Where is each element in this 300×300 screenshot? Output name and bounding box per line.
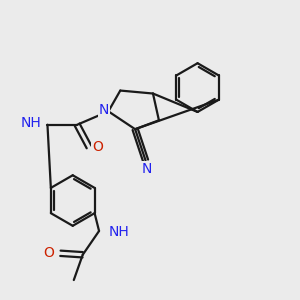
Text: O: O	[92, 140, 103, 154]
Text: N: N	[99, 103, 109, 117]
Text: NH: NH	[20, 116, 41, 130]
Text: O: O	[43, 246, 54, 260]
Text: N: N	[142, 162, 152, 176]
Text: NH: NH	[109, 226, 129, 239]
